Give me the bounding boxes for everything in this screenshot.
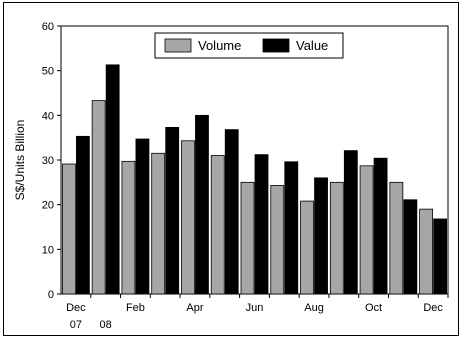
- y-tick-label: 60: [42, 21, 54, 33]
- bar-value-0: [75, 135, 90, 295]
- y-tick-label: 40: [42, 110, 54, 122]
- x-tick-label: Oct: [365, 302, 382, 314]
- bar-value-1: [105, 64, 120, 295]
- bar-volume-2: [121, 160, 136, 295]
- plot-area: 0 10 20 30 40 50 60 Dec 07 08 Feb Apr Jun Aug Oct Dec: [42, 21, 449, 331]
- bar-value-3: [165, 126, 180, 295]
- bar-value-6: [254, 154, 269, 295]
- x-tick-label: Apr: [186, 302, 203, 314]
- x-tick-label: Aug: [304, 302, 324, 314]
- bar-volume-3: [151, 152, 166, 295]
- y-tick-label: 10: [42, 244, 54, 256]
- x-tick-label: 07: [70, 319, 82, 331]
- bar-volume-12: [419, 208, 434, 295]
- y-tick-label: 50: [42, 66, 54, 78]
- y-tick-label: 0: [48, 289, 54, 301]
- y-tick-label: 20: [42, 200, 54, 212]
- bar-value-12: [433, 218, 448, 295]
- bar-value-8: [314, 177, 328, 295]
- legend-label-value: Value: [296, 38, 328, 53]
- bar-volume-6: [240, 181, 255, 295]
- y-tick-label: 30: [42, 155, 54, 167]
- bar-volume-5: [210, 155, 225, 295]
- bar-value-2: [135, 138, 150, 295]
- legend-label-volume: Volume: [198, 38, 241, 53]
- legend-swatch-volume: [164, 38, 192, 53]
- x-tick-label: Dec: [423, 302, 443, 314]
- bar-value-9: [343, 150, 358, 295]
- x-tick-label: Dec: [66, 302, 86, 314]
- bar-volume-4: [181, 140, 195, 295]
- y-axis-title: S$/Units Billion: [13, 120, 27, 201]
- bar-volume-9: [329, 181, 344, 295]
- bar-volume-7: [270, 185, 285, 295]
- bar-value-7: [284, 161, 299, 295]
- legend: Volume Value: [154, 32, 344, 59]
- bar-volume-11: [389, 181, 404, 295]
- bar-value-10: [373, 157, 388, 295]
- x-tick-label: 08: [100, 319, 112, 331]
- bar-volume-1: [91, 100, 106, 295]
- x-tick-label: Feb: [126, 302, 145, 314]
- legend-swatch-value: [262, 38, 290, 53]
- bar-value-5: [224, 129, 239, 295]
- bar-volume-10: [359, 165, 374, 295]
- bar-volume-0: [61, 163, 76, 295]
- bar-volume-8: [300, 200, 314, 295]
- bar-value-11: [403, 199, 418, 295]
- x-tick-label: Jun: [246, 302, 264, 314]
- bar-value-4: [195, 114, 209, 295]
